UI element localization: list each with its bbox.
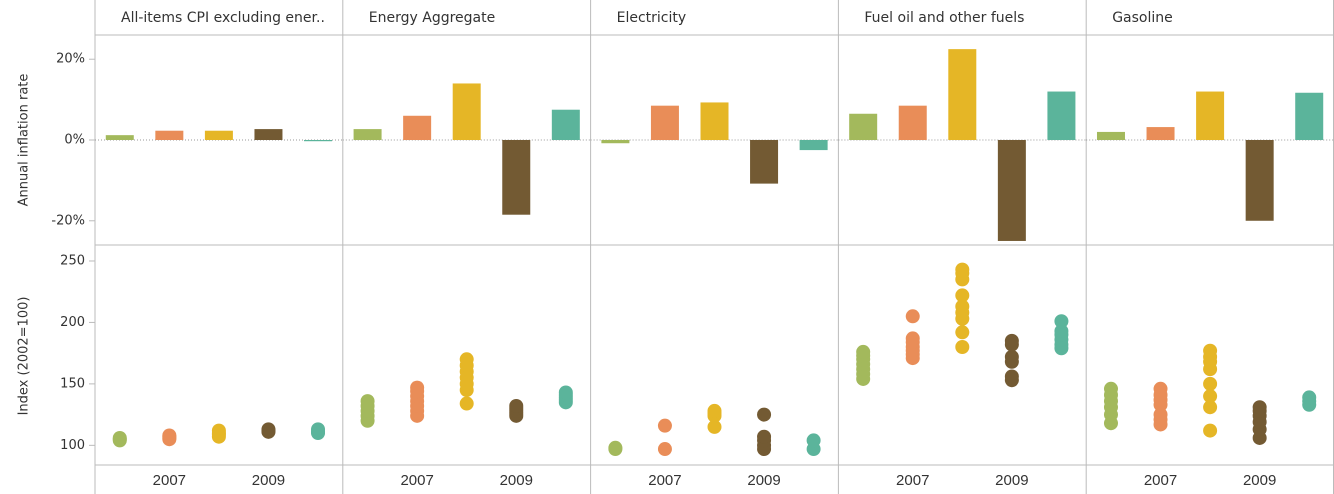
dot bbox=[955, 262, 970, 277]
x-tick-label: 2007 bbox=[400, 472, 433, 489]
dot bbox=[360, 394, 375, 409]
y-tick-label: 150 bbox=[60, 376, 85, 391]
dot bbox=[459, 352, 474, 367]
bar bbox=[1146, 127, 1175, 140]
dot bbox=[1004, 369, 1019, 384]
bar bbox=[750, 140, 779, 184]
dot bbox=[657, 442, 672, 457]
bar bbox=[898, 105, 927, 140]
x-tick-label: 2007 bbox=[896, 472, 929, 489]
dot bbox=[211, 423, 226, 438]
panel-title: Electricity bbox=[617, 10, 687, 26]
y-tick-label: 0% bbox=[64, 133, 85, 148]
dot bbox=[806, 433, 821, 448]
dot bbox=[1203, 400, 1218, 415]
bar bbox=[254, 129, 283, 140]
x-tick-label: 2007 bbox=[1144, 472, 1177, 489]
dot bbox=[1054, 324, 1069, 339]
y-axis-title: Annual inflation rate bbox=[17, 74, 32, 207]
bar bbox=[551, 109, 580, 140]
bar bbox=[452, 83, 481, 140]
dot bbox=[162, 428, 177, 443]
dot bbox=[1153, 407, 1168, 422]
bar bbox=[948, 49, 977, 141]
dot bbox=[459, 396, 474, 411]
dot bbox=[955, 299, 970, 314]
dot bbox=[558, 385, 573, 400]
dot bbox=[955, 340, 970, 355]
bar bbox=[353, 129, 382, 140]
y-tick-label: 100 bbox=[60, 438, 85, 453]
dot bbox=[1203, 343, 1218, 358]
dot bbox=[311, 422, 326, 437]
y-axis-title: Index (2002=100) bbox=[17, 297, 32, 416]
y-tick-label: 250 bbox=[60, 253, 85, 268]
dot bbox=[757, 407, 772, 422]
dot bbox=[509, 399, 524, 414]
panel-title: All-items CPI excluding ener.. bbox=[121, 10, 325, 26]
bar bbox=[403, 115, 432, 140]
x-tick-label: 2009 bbox=[747, 472, 780, 489]
panel-title: Gasoline bbox=[1112, 10, 1173, 26]
bar bbox=[799, 140, 828, 151]
dot bbox=[707, 419, 722, 434]
x-tick-label: 2007 bbox=[153, 472, 186, 489]
bar bbox=[155, 130, 184, 140]
x-tick-label: 2009 bbox=[252, 472, 285, 489]
dot bbox=[955, 325, 970, 340]
bar bbox=[304, 140, 333, 142]
bar bbox=[105, 135, 134, 140]
bar bbox=[1196, 91, 1225, 140]
bar bbox=[204, 130, 233, 140]
bar bbox=[700, 102, 729, 140]
dot bbox=[1203, 423, 1218, 438]
y-tick-label: 20% bbox=[56, 52, 85, 67]
dot bbox=[112, 430, 127, 445]
dot bbox=[261, 422, 276, 437]
panel-title: Energy Aggregate bbox=[369, 10, 495, 26]
x-tick-label: 2009 bbox=[500, 472, 533, 489]
bar bbox=[849, 113, 878, 140]
panel-title: Fuel oil and other fuels bbox=[864, 10, 1024, 26]
dot bbox=[1203, 389, 1218, 404]
bar bbox=[1047, 91, 1076, 140]
bar bbox=[650, 105, 679, 140]
dot bbox=[1004, 333, 1019, 348]
dot bbox=[410, 380, 425, 395]
y-tick-label: -20% bbox=[51, 213, 85, 228]
dot bbox=[905, 331, 920, 346]
bar bbox=[601, 140, 630, 144]
dot bbox=[856, 344, 871, 359]
x-tick-label: 2009 bbox=[995, 472, 1028, 489]
bar bbox=[502, 140, 531, 215]
dot bbox=[1302, 390, 1317, 405]
dot bbox=[1203, 376, 1218, 391]
dot bbox=[707, 403, 722, 418]
dot bbox=[1004, 349, 1019, 364]
dot bbox=[1252, 400, 1267, 415]
bar bbox=[997, 140, 1026, 241]
x-tick-label: 2007 bbox=[648, 472, 681, 489]
dot bbox=[657, 418, 672, 433]
dot bbox=[1153, 381, 1168, 396]
x-tick-label: 2009 bbox=[1243, 472, 1276, 489]
dot bbox=[608, 440, 623, 455]
dot bbox=[955, 288, 970, 303]
dot bbox=[1054, 314, 1069, 329]
dot bbox=[757, 429, 772, 444]
bar bbox=[1245, 140, 1274, 221]
bar bbox=[1096, 131, 1125, 140]
bar bbox=[1295, 92, 1324, 140]
y-tick-label: 200 bbox=[60, 315, 85, 330]
dot bbox=[905, 309, 920, 324]
dot bbox=[1103, 381, 1118, 396]
